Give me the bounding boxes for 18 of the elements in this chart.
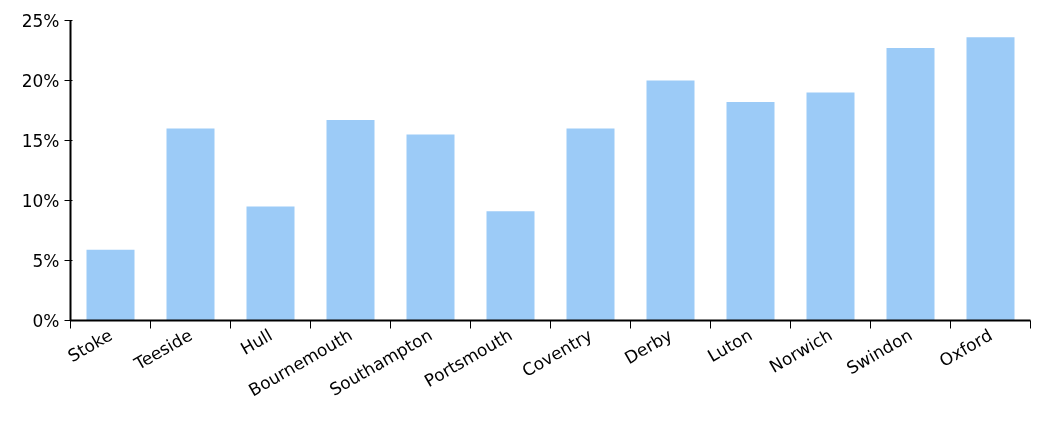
bar — [646, 80, 695, 321]
bar — [326, 120, 375, 321]
y-tick-label: 20% — [21, 70, 60, 91]
bar — [966, 37, 1015, 321]
y-tick-label: 15% — [21, 130, 60, 151]
bar — [166, 128, 215, 321]
bar — [486, 211, 535, 321]
y-tick-label: 10% — [21, 190, 60, 211]
bar — [886, 48, 935, 321]
bar — [806, 92, 855, 321]
bar — [246, 206, 295, 321]
bar — [726, 102, 775, 321]
bar — [566, 128, 615, 321]
bar — [406, 134, 455, 321]
y-tick-label: 25% — [21, 10, 60, 31]
y-tick-label: 0% — [32, 310, 60, 331]
y-tick-label: 5% — [32, 250, 60, 271]
bar — [86, 249, 135, 321]
